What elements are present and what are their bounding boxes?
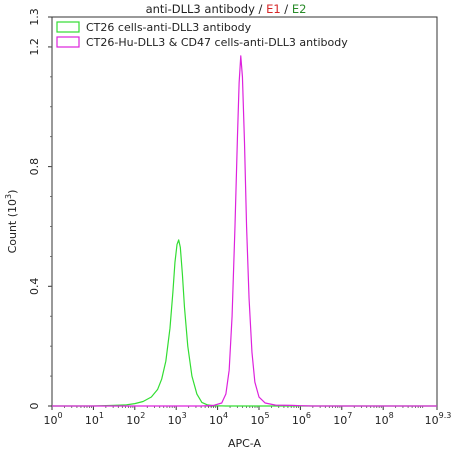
x-tick-label: 100: [43, 411, 62, 427]
y-tick-label: 0.8: [28, 158, 41, 176]
y-tick-label: 0: [28, 403, 41, 410]
x-tick-label: 102: [126, 411, 145, 427]
chart-legend: CT26 cells-anti-DLL3 antibody CT26-Hu-DLL…: [56, 21, 348, 49]
title-part: /: [255, 2, 266, 16]
x-tick-label: 101: [85, 411, 104, 427]
x-tick-label: 108: [375, 411, 394, 427]
legend-swatch-2: [56, 36, 80, 48]
y-tick-label: 1.2: [28, 38, 41, 56]
x-tick-label: 107: [333, 411, 352, 427]
legend-label-1: CT26 cells-anti-DLL3 antibody: [86, 21, 252, 34]
title-part: anti-DLL3 antibody: [146, 2, 256, 16]
title-part: E1: [266, 2, 281, 16]
y-tick-label: 1.3: [28, 8, 41, 26]
series-line-2: [52, 55, 437, 407]
title-part: /: [281, 2, 292, 16]
y-axis-label: Count (103): [4, 190, 19, 254]
x-tick-label: 103: [168, 411, 187, 427]
x-tick-label: 105: [250, 411, 269, 427]
y-tick-label: 0.4: [28, 278, 41, 296]
x-tick-label: 106: [292, 411, 311, 427]
x-tick-label: 104: [209, 411, 228, 427]
title-part: E2: [292, 2, 307, 16]
legend-swatch-1: [56, 21, 80, 33]
legend-label-2: CT26-Hu-DLL3 & CD47 cells-anti-DLL3 anti…: [86, 36, 348, 49]
x-tick-label: 109.3: [425, 411, 452, 427]
x-axis-label: APC-A: [228, 437, 262, 450]
plot-frame: [51, 16, 438, 407]
chart-title-text: anti-DLL3 antibody / E1 / E2: [146, 2, 307, 16]
series-line-1: [52, 239, 437, 407]
chart-series: [52, 55, 437, 407]
chart-title: anti-DLL3 antibody / E1 / E2: [146, 2, 307, 16]
